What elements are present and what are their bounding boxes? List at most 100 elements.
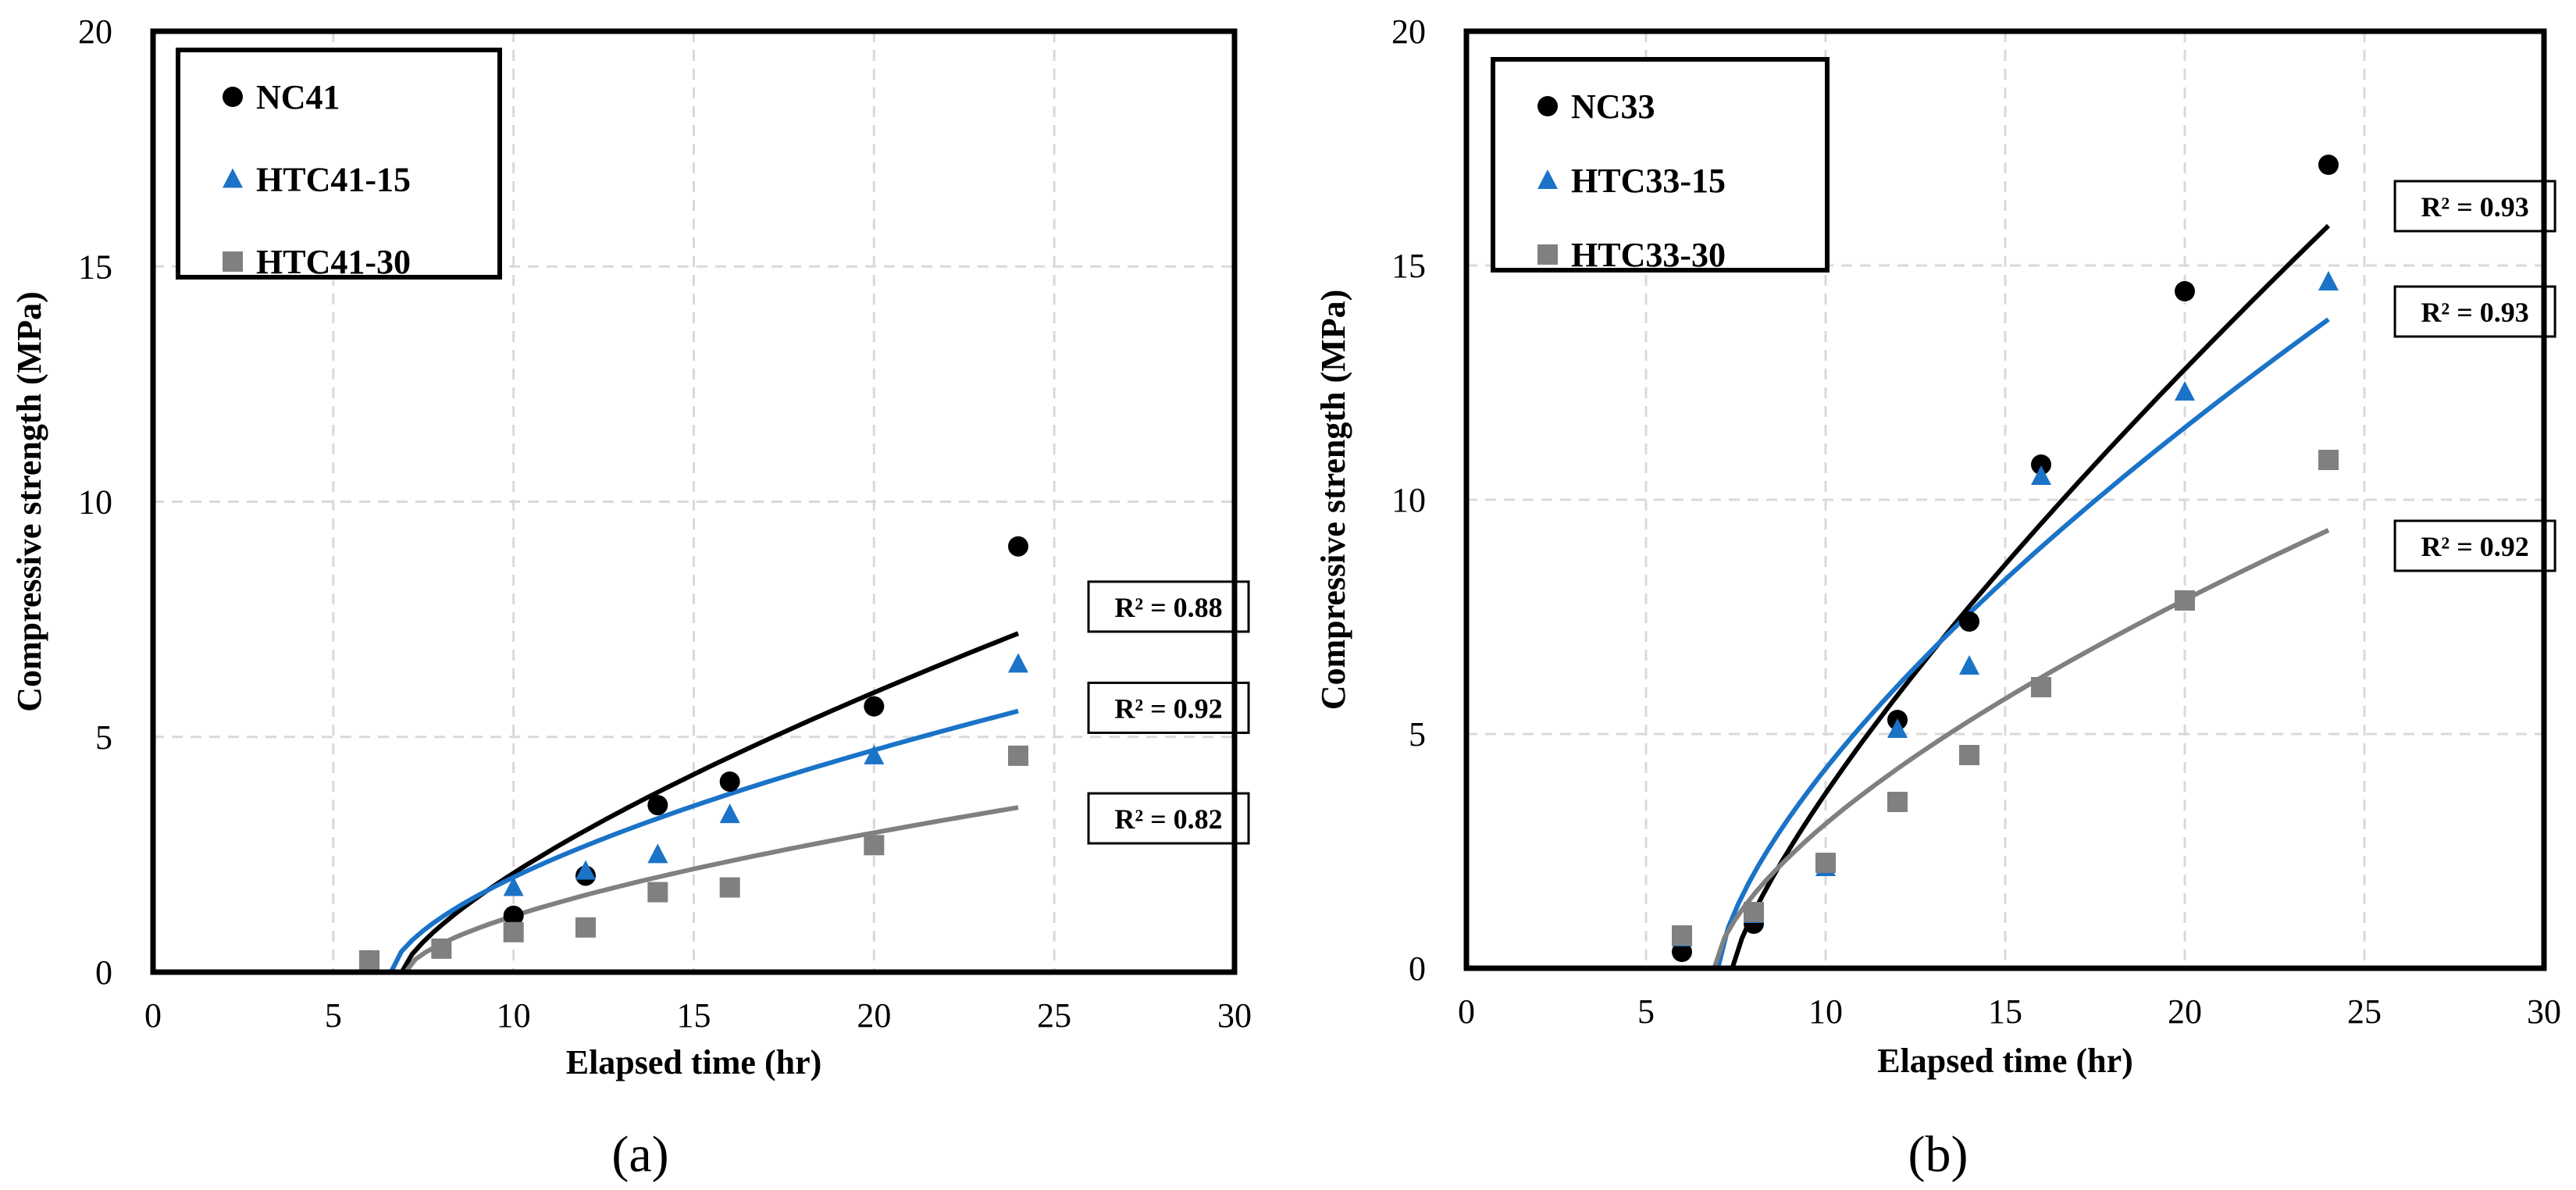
x-tick-label: 0 [1458, 992, 1475, 1031]
panel-label: (a) [611, 1126, 668, 1183]
x-tick-label: 10 [497, 996, 531, 1035]
data-point-HTC41-30 [503, 921, 524, 942]
data-point-HTC41-15 [1008, 653, 1028, 673]
data-point-HTC41-15 [647, 843, 668, 864]
data-point-HTC33-15 [1959, 655, 1979, 675]
x-tick-label: 5 [325, 996, 342, 1035]
fit-curve-HTC41-15 [389, 708, 1019, 974]
x-tick-label: 10 [1808, 992, 1843, 1031]
data-point-HTC33-15 [1887, 718, 1908, 738]
legend-label: HTC33-15 [1571, 162, 1726, 200]
y-tick-label: 0 [1409, 950, 1426, 988]
fit-curve-NC41 [399, 631, 1020, 974]
r2-label: R² = 0.92 [2421, 531, 2528, 562]
r2-box [1087, 580, 1250, 633]
legend-marker-HTC41-30 [223, 251, 243, 272]
data-point-NC41 [503, 905, 524, 926]
data-point-NC33 [2175, 281, 2195, 301]
legend-label: HTC41-15 [256, 161, 411, 199]
data-point-NC33 [1959, 611, 1979, 632]
legend-marker-HTC41-15 [223, 168, 243, 188]
y-tick-label: 20 [1391, 12, 1426, 51]
y-tick-label: 5 [95, 718, 112, 757]
data-point-HTC41-30 [647, 882, 668, 903]
plot-frame [1463, 28, 2547, 971]
data-point-HTC33-15 [2031, 465, 2051, 485]
data-point-HTC33-15 [2318, 271, 2339, 290]
data-point-HTC33-30 [2031, 677, 2051, 697]
data-point-NC33 [2318, 155, 2339, 175]
data-point-HTC41-30 [719, 877, 740, 898]
fit-curve-HTC41-30 [403, 805, 1019, 974]
fit-curve-HTC33-15 [1716, 317, 2330, 969]
x-axis-label: Elapsed time (hr) [566, 1043, 822, 1081]
data-point-HTC33-30 [2175, 590, 2195, 611]
data-point-NC33 [1672, 942, 1692, 962]
r2-box [1087, 792, 1250, 845]
r2-box [2393, 180, 2556, 233]
chart-panel-a: 0 5 10 15 20 25 30 0 5 10 15 20 Elapsed time (hr) Com… [10, 12, 1252, 1183]
data-point-HTC41-15 [719, 803, 740, 824]
y-axis-label: Compressive strength (MPa) [1314, 290, 1352, 711]
data-point-HTC33-30 [1887, 792, 1908, 812]
data-point-HTC41-15 [575, 860, 596, 880]
legend-marker-HTC33-15 [1537, 169, 1558, 189]
legend-label: NC33 [1571, 87, 1655, 126]
data-point-HTC33-30 [1744, 902, 1764, 922]
data-point-HTC41-30 [1008, 745, 1028, 766]
data-point-HTC33-30 [1672, 925, 1692, 946]
x-tick-label: 15 [677, 996, 711, 1035]
chart-panel-b: 0 5 10 15 20 25 30 0 5 10 15 20 Elapsed time (hr) Com… [1314, 12, 2561, 1183]
r2-box [1087, 681, 1250, 734]
x-tick-label: 5 [1637, 992, 1655, 1031]
x-tick-label: 20 [2168, 992, 2202, 1031]
fit-curve-NC33 [1730, 223, 2331, 969]
data-point-HTC41-30 [359, 950, 379, 971]
legend-label: HTC41-30 [256, 243, 411, 281]
y-axis-label: Compressive strength (MPa) [10, 291, 48, 712]
y-tick-label: 20 [78, 12, 112, 51]
data-point-NC41 [1008, 536, 1028, 557]
data-point-HTC41-30 [575, 917, 596, 938]
y-tick-label: 10 [1391, 481, 1426, 519]
x-axis-label: Elapsed time (hr) [1877, 1042, 2133, 1080]
legend-marker-HTC33-30 [1537, 244, 1558, 265]
plot-frame [150, 28, 1238, 975]
data-point-HTC41-30 [864, 835, 885, 856]
data-point-HTC33-30 [2318, 450, 2339, 470]
x-tick-label: 15 [1988, 992, 2022, 1031]
data-point-NC41 [719, 771, 740, 792]
legend-marker-NC41 [223, 87, 243, 107]
y-tick-label: 5 [1409, 715, 1426, 754]
x-tick-label: 25 [1037, 996, 1071, 1035]
r2-label: R² = 0.93 [2421, 191, 2528, 223]
r2-label: R² = 0.93 [2421, 297, 2528, 328]
data-point-HTC41-30 [431, 938, 452, 959]
legend-box [1491, 57, 1830, 273]
legend-label: NC41 [256, 78, 340, 116]
data-point-HTC33-30 [1959, 745, 1979, 765]
data-point-HTC33-30 [1815, 853, 1836, 873]
panel-label: (b) [1908, 1126, 1969, 1183]
r2-label: R² = 0.88 [1114, 592, 1222, 623]
data-point-NC33 [2031, 454, 2051, 475]
r2-box [2393, 285, 2556, 338]
legend-label: HTC33-30 [1571, 236, 1726, 274]
data-point-NC41 [864, 696, 885, 717]
r2-box [2393, 519, 2556, 572]
legend-marker-NC33 [1537, 96, 1558, 116]
y-tick-label: 15 [78, 248, 112, 286]
y-tick-label: 10 [78, 483, 112, 522]
x-tick-label: 0 [144, 996, 162, 1035]
y-tick-label: 0 [95, 953, 112, 992]
x-tick-label: 25 [2347, 992, 2382, 1031]
data-point-HTC41-15 [864, 744, 885, 764]
data-point-HTC33-15 [2175, 381, 2195, 401]
r2-label: R² = 0.82 [1114, 803, 1222, 835]
fit-curve-HTC33-30 [1712, 528, 2330, 969]
data-point-HTC41-15 [503, 876, 524, 896]
r2-label: R² = 0.92 [1114, 693, 1222, 724]
y-tick-label: 15 [1391, 247, 1426, 285]
x-tick-label: 20 [857, 996, 891, 1035]
